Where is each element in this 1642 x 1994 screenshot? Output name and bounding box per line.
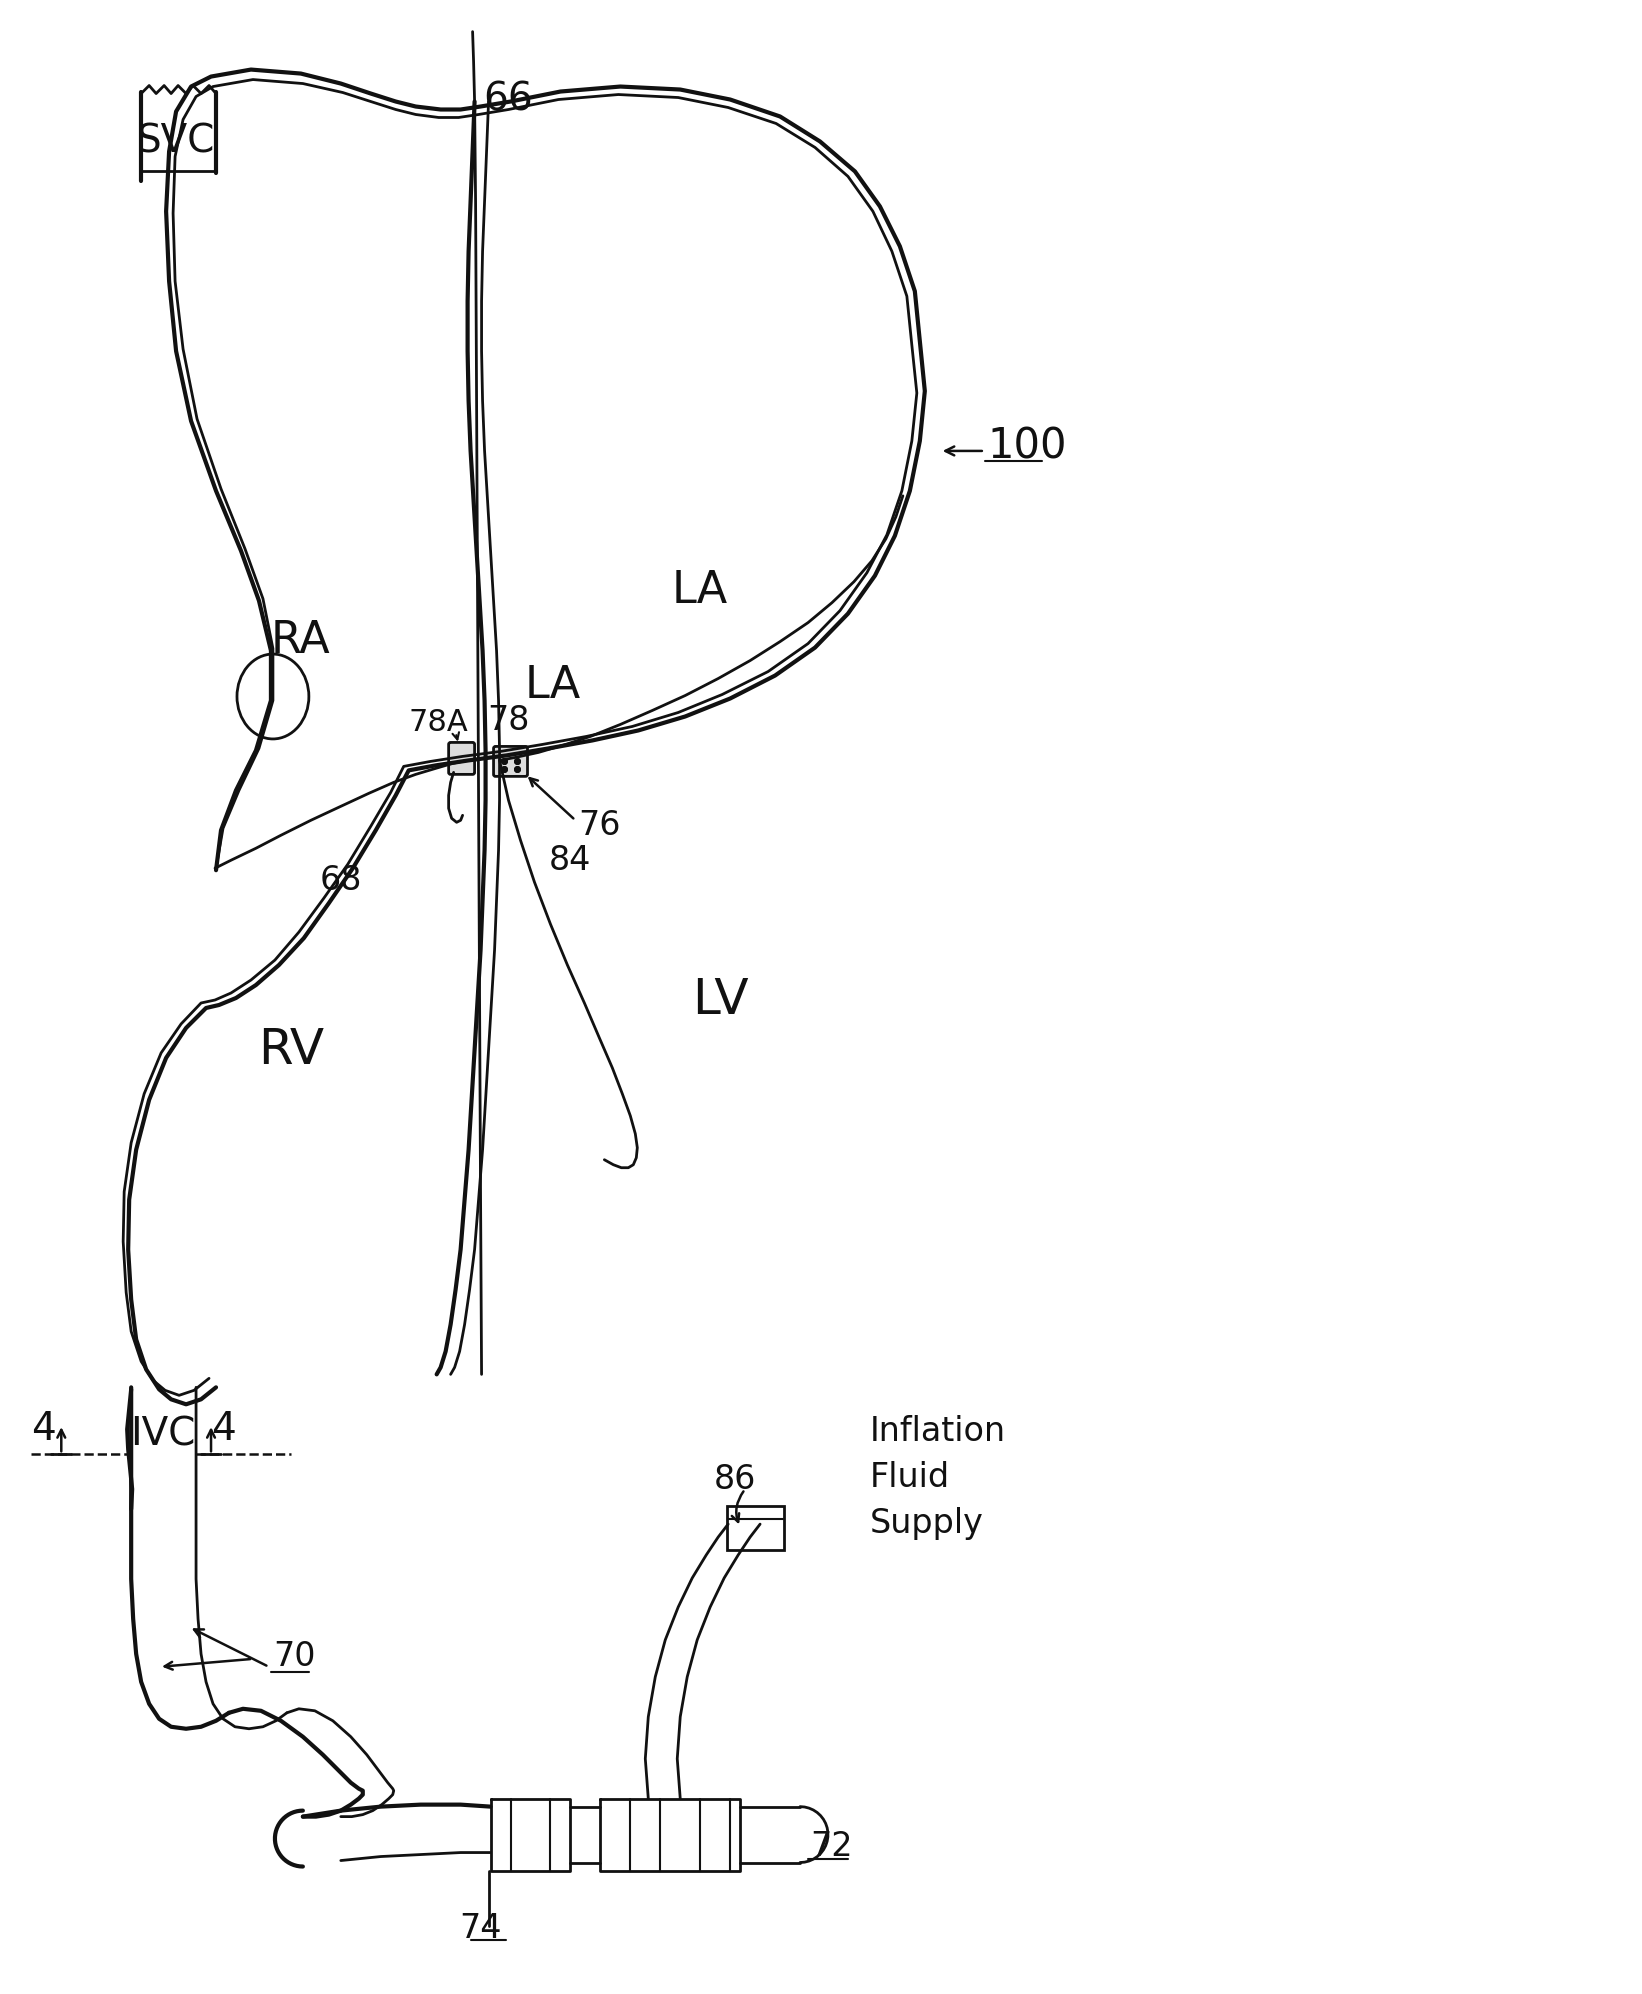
Text: 100: 100 — [988, 427, 1067, 469]
Text: LV: LV — [691, 975, 749, 1025]
Text: 4: 4 — [31, 1410, 56, 1448]
FancyBboxPatch shape — [494, 746, 527, 776]
FancyBboxPatch shape — [448, 742, 475, 774]
Text: IVC: IVC — [130, 1416, 195, 1454]
Text: SVC: SVC — [136, 122, 215, 160]
Text: RV: RV — [258, 1025, 323, 1075]
Text: 70: 70 — [273, 1641, 315, 1673]
Text: Inflation
Fluid
Supply: Inflation Fluid Supply — [870, 1414, 1007, 1539]
Text: 66: 66 — [484, 80, 534, 118]
Text: LA: LA — [672, 568, 729, 612]
Text: 78: 78 — [488, 704, 530, 738]
Text: 68: 68 — [320, 863, 361, 897]
Text: 84: 84 — [548, 843, 591, 877]
Text: 78A: 78A — [409, 708, 468, 738]
FancyBboxPatch shape — [727, 1505, 785, 1549]
Text: 4: 4 — [210, 1410, 235, 1448]
Text: RA: RA — [271, 618, 330, 662]
Ellipse shape — [236, 654, 309, 740]
Text: 72: 72 — [810, 1830, 852, 1862]
Text: 76: 76 — [578, 810, 621, 841]
Text: 86: 86 — [714, 1464, 757, 1496]
Text: 74: 74 — [460, 1912, 502, 1944]
Text: LA: LA — [524, 664, 581, 708]
